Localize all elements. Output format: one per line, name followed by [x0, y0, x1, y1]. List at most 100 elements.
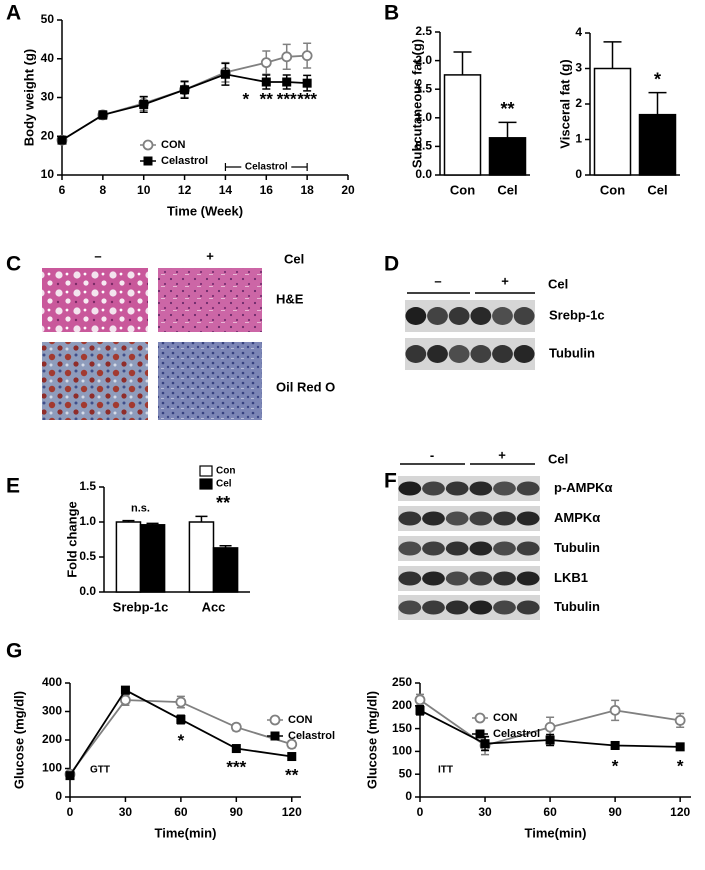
data-point [415, 705, 425, 715]
x-tick-label: 90 [608, 805, 622, 819]
legend-marker [475, 729, 485, 739]
blot-band [469, 511, 493, 526]
x-tick-label: 10 [137, 183, 151, 197]
blot-band [513, 307, 535, 325]
data-point [120, 685, 130, 695]
y-tick-label: 0.5 [415, 139, 432, 153]
legend-marker [474, 712, 486, 724]
sign: + [501, 273, 509, 288]
histology-image [158, 268, 262, 332]
significance: * [612, 757, 619, 776]
x-tick-label: Con [450, 182, 475, 197]
bar [488, 137, 527, 176]
error-bar [648, 91, 667, 115]
y-tick-label: 50 [399, 766, 413, 780]
data-point [610, 740, 620, 750]
significance: * [243, 89, 250, 108]
band-label: Tubulin [554, 540, 600, 555]
y-tick-label: 30 [41, 90, 55, 104]
data-point [301, 50, 313, 62]
data-point [57, 135, 67, 145]
x-axis-label: Time(min) [525, 825, 587, 840]
band-label: Tubulin [554, 599, 600, 614]
data-point [260, 57, 272, 69]
legend-label: Celastrol [288, 730, 335, 742]
data-point [281, 51, 293, 63]
x-axis-label: Time(min) [155, 825, 217, 840]
y-tick-label: 20 [41, 128, 55, 142]
panel-label: G [6, 640, 22, 663]
data-point [287, 752, 297, 762]
blot-band [516, 571, 540, 586]
blot-band [422, 541, 445, 556]
error-bar [603, 41, 622, 69]
bar [212, 547, 239, 593]
y-tick-label: 1.5 [79, 479, 96, 493]
data-point [544, 721, 556, 733]
y-tick-label: 0.0 [415, 167, 432, 181]
legend-label: CON [493, 712, 518, 724]
band-label: Tubulin [549, 345, 595, 360]
y-axis-label: Subcutaneous fat (g) [409, 39, 424, 168]
bar [115, 521, 142, 593]
legend-label: Celastrol [493, 728, 540, 740]
legend-label: Cel [216, 479, 232, 490]
blot-band [422, 600, 445, 615]
blot-band [470, 345, 492, 363]
blot-band [445, 571, 469, 586]
blot-band [469, 481, 493, 496]
y-tick-label: 1.0 [79, 514, 96, 528]
data-point [675, 742, 685, 752]
histology-image [158, 342, 262, 420]
treatment-label: Celastrol [245, 162, 288, 173]
x-tick-label: 90 [230, 805, 244, 819]
error-bar [195, 515, 208, 522]
blot-band [422, 511, 445, 526]
data-point [180, 85, 190, 95]
blot-band [405, 345, 427, 363]
x-tick-label: 20 [341, 183, 355, 197]
blot-band [398, 541, 422, 556]
blot-strip [398, 595, 540, 620]
bar [443, 74, 482, 176]
blot-band [469, 600, 493, 615]
blot-band [445, 541, 469, 556]
x-tick-label: 120 [670, 805, 690, 819]
treatment-label: Cel [548, 451, 568, 466]
x-tick-label: 60 [543, 805, 557, 819]
blot-strip [398, 536, 540, 561]
blot-band [448, 345, 470, 363]
y-tick-label: 50 [41, 12, 55, 26]
blot-band [422, 481, 445, 496]
x-tick-label: 8 [100, 183, 107, 197]
sign: + [498, 447, 506, 462]
x-tick-label: 30 [119, 805, 133, 819]
blot-band [516, 541, 540, 556]
y-tick-label: 200 [392, 698, 412, 712]
band-label: AMPKα [554, 510, 600, 525]
y-tick-label: 1.5 [415, 81, 432, 95]
y-tick-label: 0.5 [79, 549, 96, 563]
x-tick-label: 0 [67, 805, 74, 819]
legend-swatch [199, 465, 213, 477]
legend-marker [142, 139, 154, 151]
blot-band [469, 541, 493, 556]
legend-swatch [199, 478, 213, 490]
data-point [176, 714, 186, 724]
band-label: LKB1 [554, 570, 588, 585]
significance: ** [500, 99, 514, 119]
significance: n.s. [131, 503, 150, 515]
blot-strip [398, 506, 540, 531]
legend-marker [143, 156, 153, 166]
chart-label: ITT [438, 765, 453, 776]
blot-band [470, 307, 492, 325]
bar [593, 67, 632, 176]
significance: *** [297, 89, 317, 108]
blot-band [516, 511, 540, 526]
y-tick-label: 1 [575, 132, 582, 146]
y-tick-label: 100 [42, 761, 62, 775]
data-point [261, 77, 271, 87]
data-point [545, 735, 555, 745]
panel-label: A [6, 2, 21, 25]
